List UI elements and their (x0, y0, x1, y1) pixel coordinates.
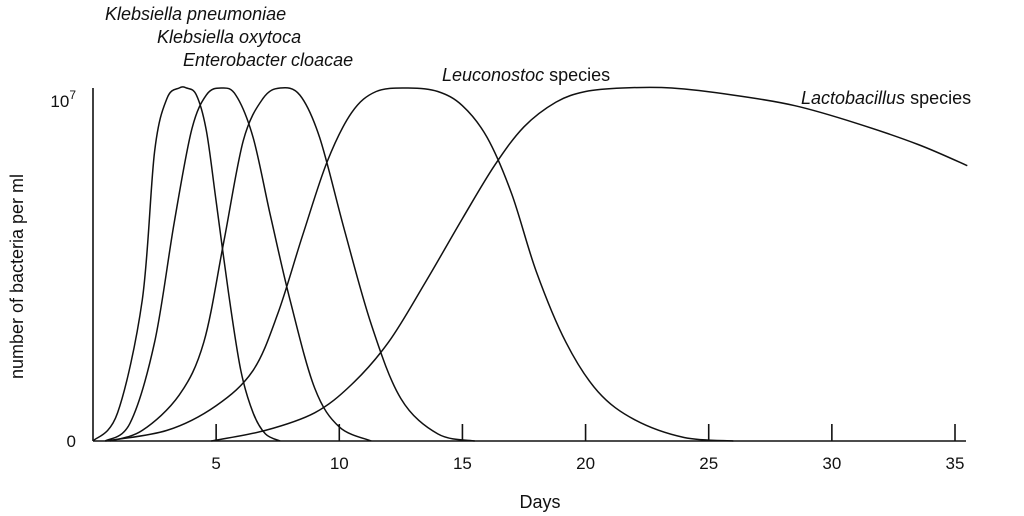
x-tick-label: 20 (576, 454, 595, 473)
series-line (104, 87, 372, 442)
y-tick-top-exponent: 7 (69, 88, 76, 102)
y-tick-top-base: 10 (50, 92, 69, 111)
x-axis-title: Days (519, 492, 560, 512)
series-labels: Klebsiella pneumoniae Klebsiella oxytoca E… (105, 4, 971, 108)
x-tick-label: 15 (453, 454, 472, 473)
series-curves (92, 86, 968, 442)
y-ticks: 0 107 (50, 88, 76, 451)
x-tick-label: 5 (211, 454, 220, 473)
series-label-italic: Enterobacter cloacae (183, 50, 353, 70)
series-label-italic: Klebsiella oxytoca (157, 27, 301, 47)
series-label: Klebsiella pneumoniae (105, 4, 286, 24)
series-label: Lactobacillus species (801, 88, 971, 108)
x-tick-label: 30 (822, 454, 841, 473)
x-tick-label: 25 (699, 454, 718, 473)
series-label-plain: species (905, 88, 971, 108)
series-line (105, 87, 734, 442)
y-tick-label-bottom: 0 (67, 432, 76, 451)
series-label: Leuconostoc species (442, 65, 610, 85)
series-label: Klebsiella oxytoca (157, 27, 301, 47)
series-label-plain: species (544, 65, 610, 85)
series-line (92, 86, 281, 442)
series-label: Enterobacter cloacae (183, 50, 353, 70)
series-line (211, 86, 968, 442)
x-ticks: 5 10 15 20 25 30 35 (211, 424, 964, 473)
y-axis-title: number of bacteria per ml (7, 174, 27, 379)
series-label-italic: Leuconostoc (442, 65, 544, 85)
chart-axes (92, 88, 966, 442)
x-tick-label: 35 (946, 454, 965, 473)
series-label-italic: Klebsiella pneumoniae (105, 4, 286, 24)
x-tick-label: 10 (330, 454, 349, 473)
series-line (109, 86, 475, 442)
y-tick-label-top: 107 (50, 88, 76, 111)
series-label-italic: Lactobacillus (801, 88, 905, 108)
